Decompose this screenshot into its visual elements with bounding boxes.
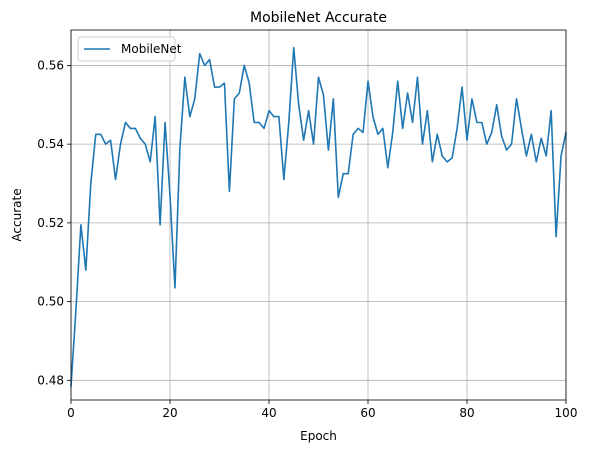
y-tick-label: 0.54 <box>37 137 64 151</box>
x-tick-label: 100 <box>555 406 578 420</box>
y-axis: 0.48 0.50 0.52 0.54 0.56 <box>37 58 71 387</box>
y-tick-label: 0.48 <box>37 373 64 387</box>
x-tick-label: 60 <box>360 406 375 420</box>
y-tick-label: 0.56 <box>37 58 64 72</box>
grid <box>70 30 567 400</box>
series-layer <box>70 46 567 388</box>
plot-frame <box>70 29 567 401</box>
series-line-mobilenet <box>70 46 567 388</box>
chart-title: MobileNet Accurate <box>250 10 387 26</box>
legend: MobileNet <box>77 36 182 62</box>
x-tick-label: 40 <box>261 406 276 420</box>
legend-label-mobilenet: MobileNet <box>121 42 182 56</box>
x-axis-label: Epoch <box>300 429 337 443</box>
x-tick-label: 20 <box>162 406 177 420</box>
x-tick-label: 0 <box>67 406 75 420</box>
y-tick-label: 0.52 <box>37 216 64 230</box>
x-tick-label: 80 <box>459 406 474 420</box>
legend-box <box>77 36 176 62</box>
x-axis: 0 20 40 60 80 100 <box>67 400 577 420</box>
y-axis-label: Accurate <box>10 188 24 241</box>
y-tick-label: 0.50 <box>37 295 64 309</box>
